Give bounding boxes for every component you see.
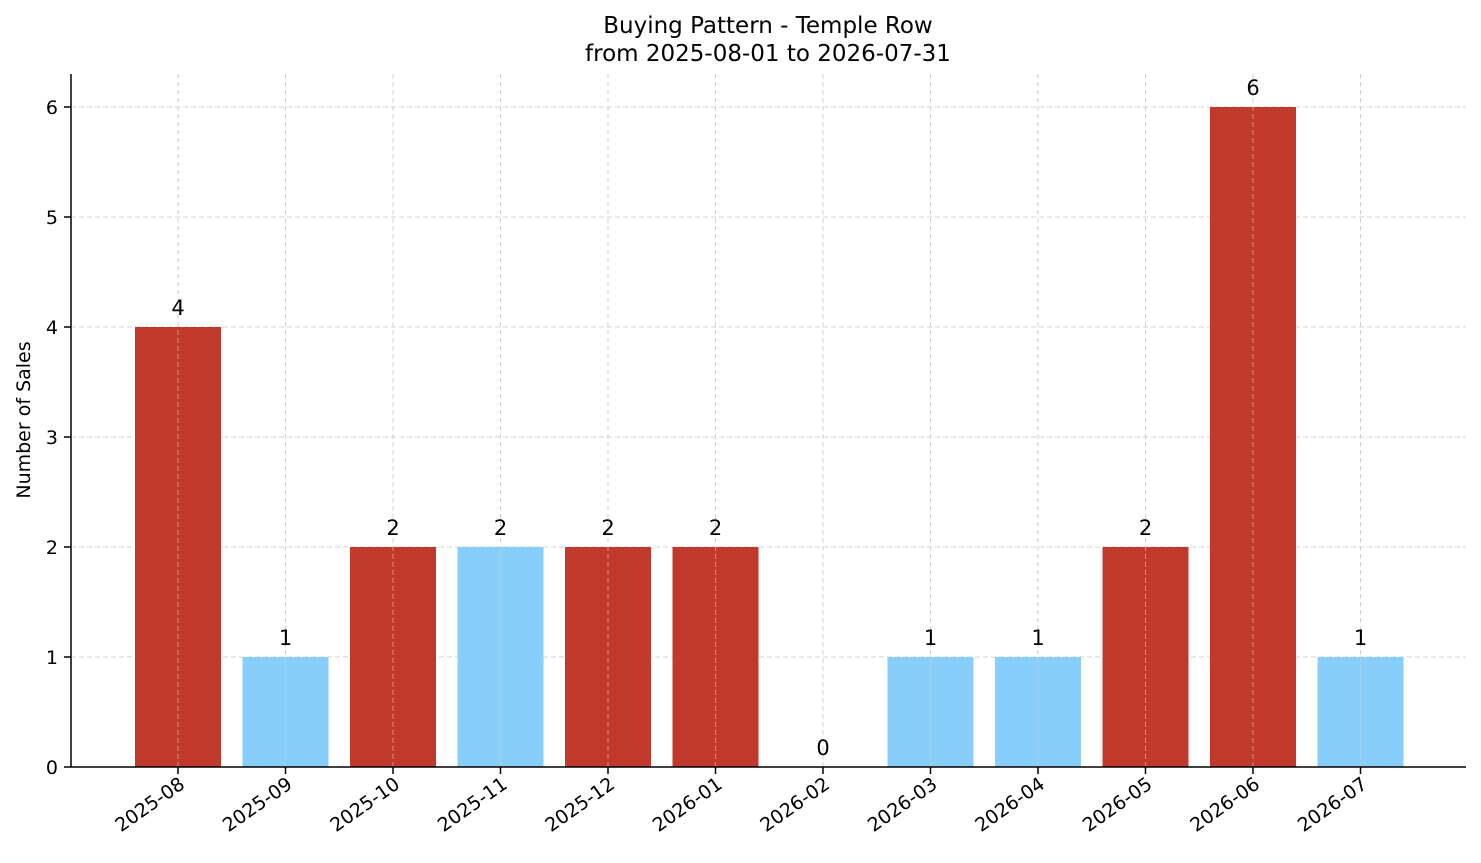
data-label: 2	[601, 516, 614, 540]
bars	[135, 74, 1404, 767]
data-label: 2	[709, 516, 722, 540]
y-tick-label: 0	[46, 757, 58, 779]
x-tick-label: 2025-10	[326, 773, 404, 837]
x-tick-label: 2025-08	[111, 773, 189, 837]
y-tick-label: 1	[46, 647, 58, 669]
x-tick-label: 2026-02	[756, 773, 834, 837]
data-label: 0	[816, 736, 829, 760]
data-label: 2	[1139, 516, 1152, 540]
x-tick-label: 2026-05	[1079, 773, 1157, 837]
x-tick-label: 2026-07	[1294, 773, 1372, 837]
y-tick-label: 4	[46, 317, 58, 339]
y-tick-label: 5	[46, 207, 58, 229]
data-label: 6	[1246, 76, 1259, 100]
data-label: 2	[494, 516, 507, 540]
data-label: 1	[1354, 626, 1367, 650]
data-labels: 4 1 2 2 2 2 0 1 1 2 6 1	[171, 76, 1367, 760]
x-tick-label: 2026-01	[649, 773, 727, 837]
x-tick-label: 2025-09	[219, 773, 297, 837]
y-axis-label: Number of Sales	[13, 341, 35, 498]
data-label: 1	[279, 626, 292, 650]
data-label: 4	[171, 296, 184, 320]
x-tick-label: 2026-04	[971, 773, 1049, 837]
y-tick-label: 3	[46, 427, 58, 449]
data-label: 2	[386, 516, 399, 540]
x-tick-label: 2025-12	[541, 773, 619, 837]
x-tick-label: 2026-06	[1186, 773, 1264, 837]
y-tick-label: 6	[46, 97, 58, 119]
chart-subtitle: from 2025-08-01 to 2026-07-31	[585, 41, 951, 67]
chart-title: Buying Pattern - Temple Row	[603, 13, 933, 39]
data-label: 1	[1031, 626, 1044, 650]
y-tick-label: 2	[46, 537, 58, 559]
x-tick-label: 2026-03	[864, 773, 942, 837]
data-label: 1	[924, 626, 937, 650]
x-tick-label: 2025-11	[434, 773, 512, 837]
